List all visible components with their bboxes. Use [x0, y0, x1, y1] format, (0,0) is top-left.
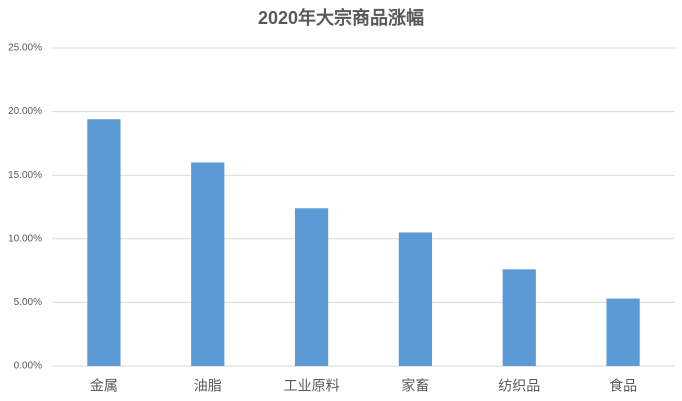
x-tick-label: 纺织品	[498, 378, 540, 394]
chart-title: 2020年大宗商品涨幅	[258, 7, 424, 28]
bar	[294, 208, 329, 366]
y-tick-label: 5.00%	[14, 297, 42, 308]
bar	[606, 298, 640, 366]
y-tick-label: 20.00%	[8, 106, 42, 117]
x-tick-label: 金属	[90, 378, 118, 394]
bar	[398, 232, 433, 366]
x-tick-label: 食品	[609, 378, 637, 394]
x-tick-label: 家畜	[401, 378, 429, 394]
x-tick-label: 工业原料	[284, 378, 340, 394]
y-tick-label: 10.00%	[8, 233, 42, 244]
y-tick-label: 0.00%	[14, 361, 42, 372]
x-tick-label: 油脂	[194, 378, 222, 394]
bar	[502, 269, 536, 366]
y-tick-label: 25.00%	[8, 43, 42, 54]
bar	[87, 119, 121, 367]
y-tick-label: 15.00%	[8, 170, 42, 181]
bar	[191, 162, 225, 366]
